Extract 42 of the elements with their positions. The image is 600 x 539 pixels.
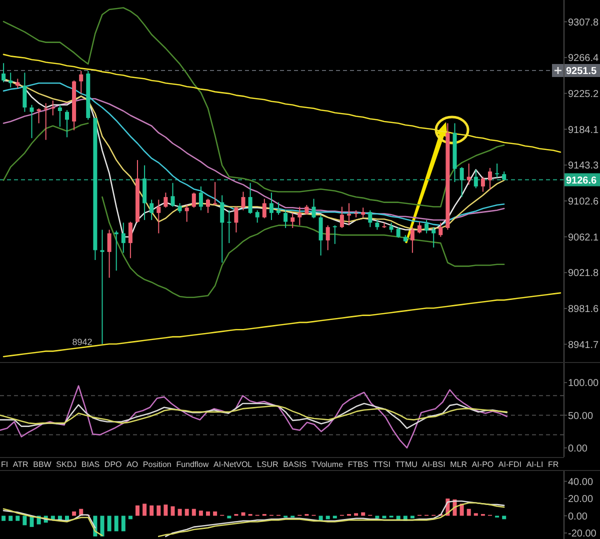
y-tick-label: 9225.2 bbox=[568, 88, 600, 100]
y-tick-label: 0.00 bbox=[568, 443, 588, 454]
text: BASIS bbox=[283, 460, 307, 468]
y-tick-label: 9021.8 bbox=[568, 268, 600, 280]
y-tick-label: 0.00 bbox=[568, 511, 588, 522]
text: AI-BSI bbox=[422, 460, 446, 468]
y-tick-label: 9143.3 bbox=[568, 160, 600, 172]
text: BIAS bbox=[81, 460, 100, 468]
ref-line-label: 9251.5 bbox=[566, 66, 598, 78]
y-tick-label: 100.00 bbox=[568, 378, 600, 390]
text: FI bbox=[1, 460, 8, 468]
y-tick-label: 9307.8 bbox=[568, 17, 600, 28]
text: ATR bbox=[12, 460, 28, 468]
text: AI-NetVOL bbox=[213, 460, 252, 468]
text: TTSI bbox=[373, 460, 390, 468]
text: BBW bbox=[33, 460, 52, 468]
y-tick-label: 40.00 bbox=[568, 476, 594, 488]
text: AI-PO bbox=[472, 460, 494, 468]
y-tick-label: 9102.6 bbox=[568, 196, 600, 208]
y-tick-label: 20.00 bbox=[568, 494, 594, 506]
ref-line-label: 9126.6 bbox=[566, 175, 598, 186]
text: TTMU bbox=[395, 460, 418, 468]
text: FR bbox=[548, 460, 559, 468]
text: AI-LI bbox=[526, 460, 544, 468]
text: AI-FDI bbox=[498, 460, 522, 468]
text: AO bbox=[126, 460, 138, 468]
y-tick-label: 9062.1 bbox=[568, 232, 600, 244]
text: FTBS bbox=[348, 460, 368, 468]
text: TVolume bbox=[311, 460, 344, 468]
y-tick-label: 50.00 bbox=[568, 410, 594, 422]
y-tick-label: -20.00 bbox=[568, 528, 597, 539]
y-tick-label: 8981.6 bbox=[568, 304, 600, 316]
y-tick-label: 9184.1 bbox=[568, 124, 600, 136]
y-tick-label: 9266.4 bbox=[568, 53, 600, 64]
text: SKDJ bbox=[56, 460, 77, 468]
text: Position bbox=[142, 460, 172, 468]
text: MLR bbox=[450, 460, 468, 468]
text: Fundflow bbox=[176, 460, 209, 468]
annotation: 8942 bbox=[72, 337, 92, 347]
text: DPO bbox=[104, 460, 122, 468]
y-tick-label: 8941.7 bbox=[568, 340, 600, 351]
text: LSUR bbox=[256, 460, 278, 468]
